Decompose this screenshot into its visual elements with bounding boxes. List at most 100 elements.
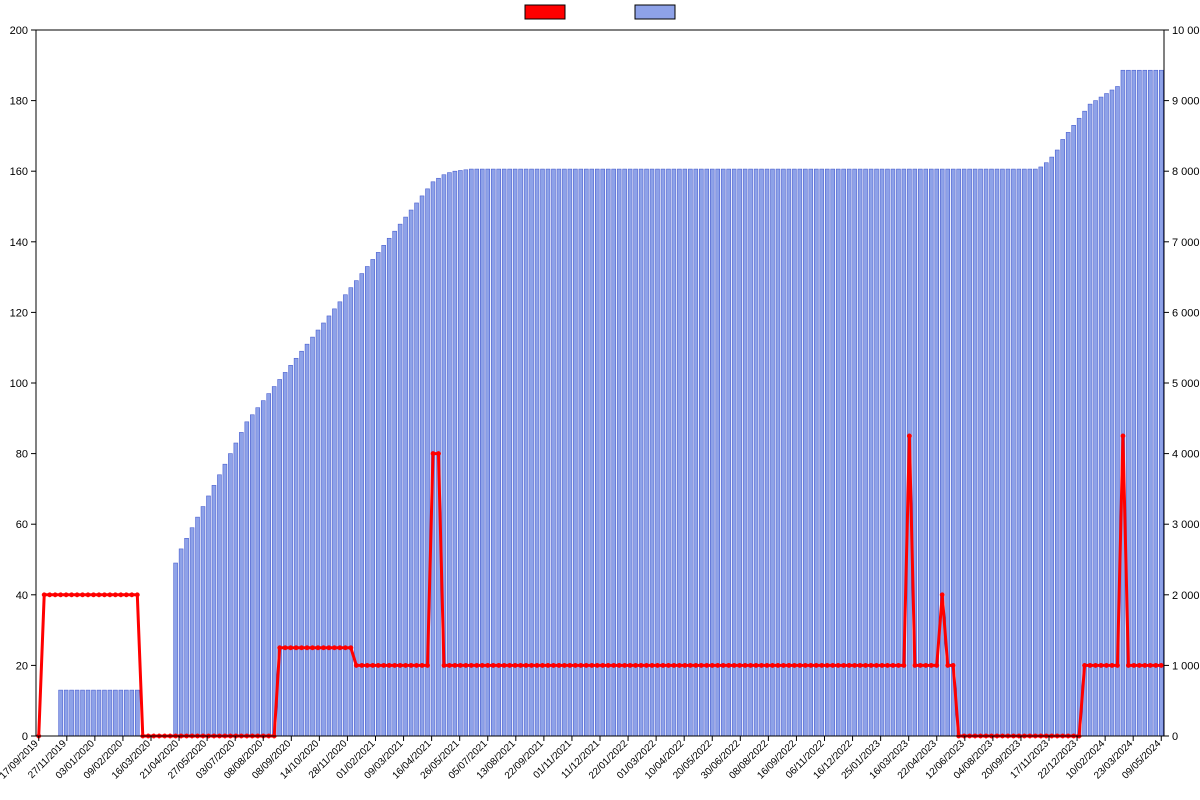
line-marker	[798, 663, 802, 667]
line-marker	[841, 663, 845, 667]
bar	[1072, 125, 1076, 736]
y-right-tick-label: 4 000	[1172, 449, 1200, 461]
line-marker	[639, 663, 643, 667]
bar	[1110, 90, 1114, 736]
bar	[716, 169, 720, 736]
line-marker	[557, 663, 561, 667]
bar	[398, 224, 402, 736]
y-right-tick-label: 2 000	[1172, 590, 1200, 602]
line-marker	[1093, 663, 1097, 667]
bar	[393, 231, 397, 736]
line-marker	[770, 663, 774, 667]
line-marker	[97, 593, 101, 597]
bar	[803, 169, 807, 736]
bar	[349, 288, 353, 736]
line-marker	[765, 663, 769, 667]
bar	[809, 169, 813, 736]
bar	[814, 169, 818, 736]
bar	[683, 169, 687, 736]
bar	[108, 690, 112, 736]
bar	[174, 563, 178, 736]
bar	[1132, 70, 1136, 736]
bar	[979, 169, 983, 736]
line-marker	[852, 663, 856, 667]
line-marker	[874, 663, 878, 667]
bar	[847, 169, 851, 736]
bar	[228, 454, 232, 736]
bar	[628, 169, 632, 736]
line-marker	[1132, 663, 1136, 667]
bar	[820, 169, 824, 736]
line-marker	[847, 663, 851, 667]
bar	[497, 169, 501, 736]
line-marker	[507, 663, 511, 667]
bar	[179, 549, 183, 736]
line-marker	[398, 663, 402, 667]
line-marker	[787, 663, 791, 667]
bar	[787, 169, 791, 736]
bar	[836, 169, 840, 736]
line-marker	[294, 646, 298, 650]
bar	[1006, 169, 1010, 736]
line-marker	[579, 663, 583, 667]
y-right-tick-label: 0	[1172, 731, 1178, 743]
bar	[880, 169, 884, 736]
bar	[842, 169, 846, 736]
bar	[995, 169, 999, 736]
bar	[409, 210, 413, 736]
line-marker	[414, 663, 418, 667]
line-marker	[836, 663, 840, 667]
bar	[530, 169, 534, 736]
line-marker	[573, 663, 577, 667]
bar	[590, 169, 594, 736]
bar	[1033, 169, 1037, 736]
line-marker	[480, 663, 484, 667]
bar	[130, 690, 134, 736]
bar	[886, 169, 890, 736]
line-marker	[1137, 663, 1141, 667]
line-marker	[633, 663, 637, 667]
line-marker	[409, 663, 413, 667]
line-marker	[546, 663, 550, 667]
line-marker	[529, 663, 533, 667]
bar	[300, 351, 304, 736]
bar	[612, 169, 616, 736]
line-marker	[518, 663, 522, 667]
line-marker	[486, 663, 490, 667]
line-marker	[617, 663, 621, 667]
line-marker	[321, 646, 325, 650]
line-marker	[611, 663, 615, 667]
bar	[217, 475, 221, 736]
line-marker	[743, 663, 747, 667]
bar	[86, 690, 90, 736]
line-marker	[327, 646, 331, 650]
bar	[1061, 139, 1065, 736]
y-left-tick-label: 60	[16, 519, 28, 531]
line-marker	[940, 593, 944, 597]
line-marker	[655, 663, 659, 667]
line-marker	[288, 646, 292, 650]
line-marker	[119, 593, 123, 597]
line-marker	[666, 663, 670, 667]
line-marker	[710, 663, 714, 667]
y-left-tick-label: 40	[16, 590, 28, 602]
bar	[727, 169, 731, 736]
bar	[781, 169, 785, 736]
line-marker	[47, 593, 51, 597]
bar	[1000, 169, 1004, 736]
bar	[973, 169, 977, 736]
line-marker	[113, 593, 117, 597]
bar	[546, 169, 550, 736]
bar	[97, 690, 101, 736]
y-right-tick-label: 6 000	[1172, 307, 1200, 319]
bar	[765, 169, 769, 736]
line-marker	[1159, 663, 1163, 667]
bar	[1088, 104, 1092, 736]
bar	[464, 170, 468, 736]
line-marker	[814, 663, 818, 667]
bar	[447, 173, 451, 736]
line-marker	[568, 663, 572, 667]
bar	[475, 169, 479, 736]
line-marker	[683, 663, 687, 667]
bar	[732, 169, 736, 736]
